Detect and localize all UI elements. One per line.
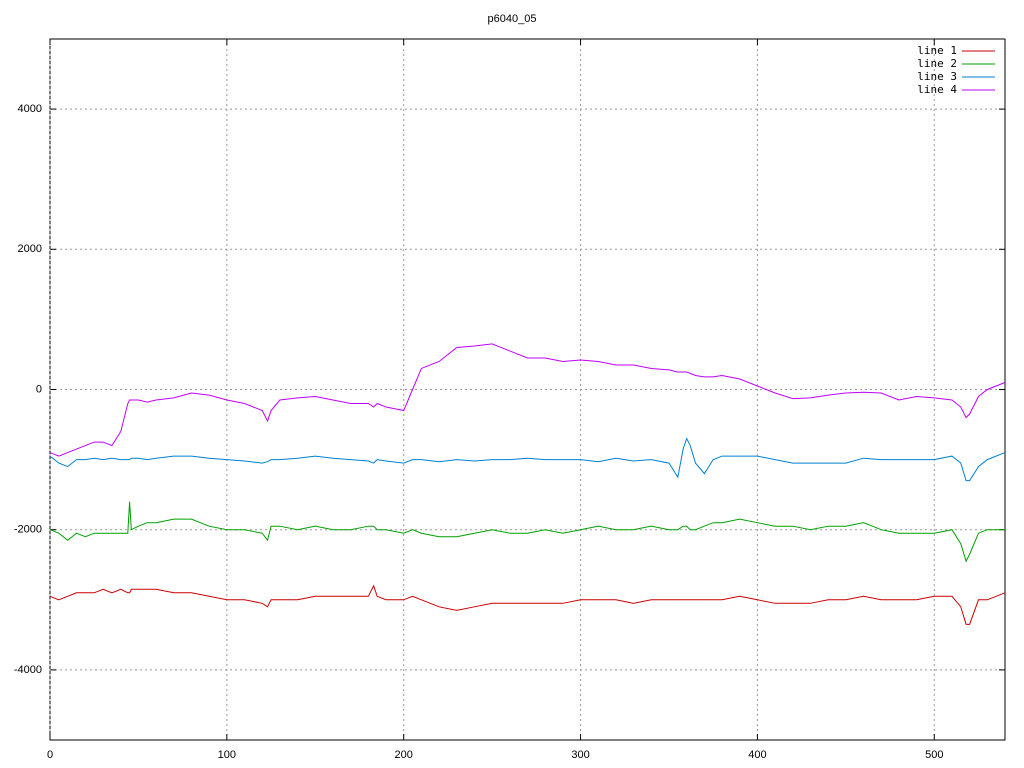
x-tick-label: 200 bbox=[395, 749, 413, 761]
chart-title: p6040_05 bbox=[488, 13, 537, 25]
data-line bbox=[49, 501, 1005, 563]
data-line bbox=[49, 584, 1006, 625]
data-line bbox=[49, 343, 1006, 457]
y-tick-label: 2000 bbox=[18, 243, 42, 255]
x-tick-label: 400 bbox=[748, 749, 766, 761]
legend-label: line 3 bbox=[917, 70, 957, 83]
legend-label: line 2 bbox=[917, 57, 957, 70]
legend-label: line 1 bbox=[917, 44, 957, 57]
y-tick-label: 0 bbox=[36, 383, 42, 395]
x-tick-label: 300 bbox=[571, 749, 589, 761]
x-tick-label: 500 bbox=[925, 749, 943, 761]
y-tick-label: -2000 bbox=[14, 524, 42, 536]
y-tick-label: 4000 bbox=[18, 103, 42, 115]
x-tick-label: 0 bbox=[47, 749, 53, 761]
y-tick-label: -4000 bbox=[14, 664, 42, 676]
legend-label: line 4 bbox=[917, 83, 957, 96]
x-tick-label: 100 bbox=[218, 749, 236, 761]
data-line bbox=[49, 437, 1006, 482]
